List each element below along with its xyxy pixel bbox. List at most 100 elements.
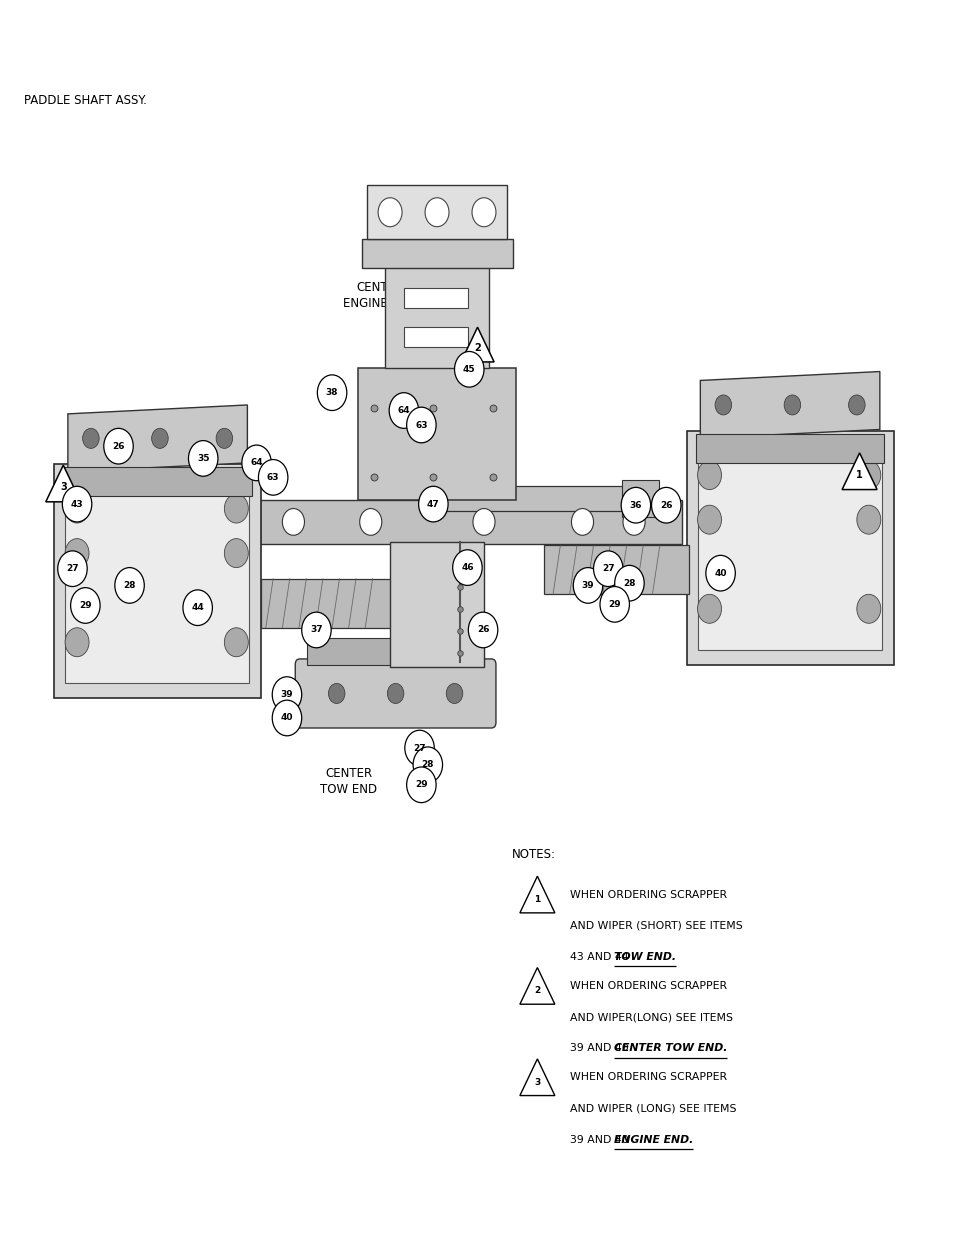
Text: 64: 64 [250, 458, 263, 467]
Text: 63: 63 [415, 420, 427, 430]
Text: AND WIPER (LONG) SEE ITEMS: AND WIPER (LONG) SEE ITEMS [569, 1103, 736, 1114]
Circle shape [224, 494, 248, 524]
Text: NOTES:: NOTES: [511, 848, 555, 861]
Text: 28: 28 [622, 579, 635, 588]
Text: ENGINE
END: ENGINE END [807, 419, 852, 448]
Text: 39: 39 [280, 690, 293, 699]
Text: CENTER
TOW END: CENTER TOW END [320, 767, 376, 797]
Text: 45: 45 [462, 364, 476, 374]
Bar [65, 478, 249, 683]
Text: 29: 29 [415, 781, 427, 789]
Circle shape [389, 393, 418, 429]
Circle shape [65, 538, 89, 568]
Bar [543, 546, 689, 594]
Bar [54, 464, 261, 698]
Circle shape [224, 538, 248, 568]
Circle shape [473, 509, 495, 535]
Circle shape [418, 487, 448, 522]
Polygon shape [700, 372, 879, 438]
Circle shape [328, 683, 345, 704]
Text: 28: 28 [421, 761, 434, 769]
Circle shape [359, 509, 381, 535]
Circle shape [189, 441, 217, 477]
Circle shape [58, 551, 87, 587]
Text: 28: 28 [123, 580, 135, 590]
Bar [403, 327, 468, 347]
Circle shape [282, 509, 304, 535]
Circle shape [272, 677, 301, 713]
Text: PAGE 44 — MQ STOW MS30H/MS30E MIXER — PARTS & OPERATION MANUAL — REV. #4 (08/10/: PAGE 44 — MQ STOW MS30H/MS30E MIXER — PA… [153, 1207, 800, 1219]
Text: WHEN ORDERING SCRAPPER: WHEN ORDERING SCRAPPER [569, 889, 726, 899]
Circle shape [65, 494, 89, 524]
Bar [390, 542, 483, 667]
Polygon shape [68, 405, 247, 472]
Polygon shape [519, 1058, 555, 1095]
Circle shape [413, 747, 442, 783]
Text: CENTER
ENGINE END: CENTER ENGINE END [343, 282, 416, 310]
Circle shape [468, 613, 497, 648]
Circle shape [152, 429, 168, 448]
Circle shape [258, 459, 288, 495]
Circle shape [62, 487, 91, 522]
Text: 3: 3 [60, 483, 67, 493]
Text: TOW END.: TOW END. [613, 952, 675, 962]
Bar [260, 500, 681, 545]
Text: WHEN ORDERING SCRAPPER: WHEN ORDERING SCRAPPER [569, 1072, 726, 1082]
Circle shape [697, 594, 720, 624]
Text: 29: 29 [608, 600, 620, 609]
Circle shape [406, 767, 436, 803]
Text: AND WIPER(LONG) SEE ITEMS: AND WIPER(LONG) SEE ITEMS [569, 1011, 732, 1023]
Bar [63, 467, 252, 496]
Polygon shape [46, 466, 81, 501]
Circle shape [406, 408, 436, 443]
Circle shape [571, 509, 593, 535]
Circle shape [272, 700, 301, 736]
Text: PADDLE SHAFT ASSY.: PADDLE SHAFT ASSY. [24, 94, 147, 107]
Bar [442, 487, 626, 511]
Circle shape [104, 429, 133, 464]
Text: 27: 27 [66, 564, 79, 573]
Circle shape [404, 730, 434, 766]
Text: 47: 47 [427, 500, 439, 509]
Circle shape [697, 505, 720, 535]
Text: 37: 37 [310, 625, 322, 635]
Circle shape [472, 198, 496, 227]
Text: 26: 26 [476, 625, 489, 635]
Circle shape [856, 461, 880, 489]
Circle shape [856, 505, 880, 535]
Text: 2: 2 [534, 987, 540, 995]
Text: 38: 38 [326, 388, 338, 398]
Circle shape [387, 683, 403, 704]
Bar [621, 479, 659, 517]
Text: 43: 43 [71, 500, 83, 509]
Text: WHEN ORDERING SCRAPPER: WHEN ORDERING SCRAPPER [569, 981, 726, 990]
Text: 43 AND 44: 43 AND 44 [569, 952, 631, 962]
Circle shape [573, 568, 602, 603]
Bar [697, 443, 881, 650]
Polygon shape [841, 453, 876, 489]
Text: 40: 40 [280, 714, 293, 722]
Polygon shape [519, 876, 555, 913]
Text: 27: 27 [601, 564, 614, 573]
Circle shape [242, 445, 271, 480]
Circle shape [651, 488, 680, 524]
Text: 26: 26 [659, 500, 672, 510]
Text: 35: 35 [196, 454, 210, 463]
Text: MS30H/MS30E MIXER  — PADDLE SHAFT ASSY.: MS30H/MS30E MIXER — PADDLE SHAFT ASSY. [179, 23, 774, 46]
Circle shape [614, 566, 643, 601]
Text: 46: 46 [460, 563, 474, 572]
Text: AND WIPER (SHORT) SEE ITEMS: AND WIPER (SHORT) SEE ITEMS [569, 921, 741, 931]
Text: 36: 36 [629, 500, 641, 510]
Text: 26: 26 [112, 442, 125, 451]
Circle shape [446, 683, 462, 704]
Circle shape [622, 509, 644, 535]
Circle shape [114, 568, 144, 603]
Circle shape [71, 588, 100, 624]
Circle shape [453, 550, 481, 585]
Bar [403, 288, 468, 308]
Circle shape [620, 488, 650, 524]
Text: 1: 1 [534, 895, 540, 904]
Text: 39 AND 40: 39 AND 40 [569, 1135, 631, 1145]
Circle shape [83, 429, 99, 448]
Text: ENGINE END.: ENGINE END. [613, 1135, 692, 1145]
